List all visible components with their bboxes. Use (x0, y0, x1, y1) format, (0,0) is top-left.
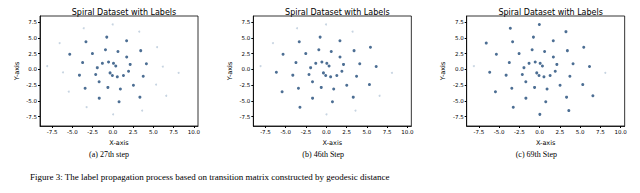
svg-text:2.5: 2.5 (28, 51, 37, 57)
svg-text:-5.0: -5.0 (67, 129, 78, 135)
svg-text:5.0: 5.0 (28, 35, 37, 41)
svg-text:2.5: 2.5 (555, 129, 564, 135)
svg-text:-2.5: -2.5 (453, 82, 464, 88)
svg-text:0.0: 0.0 (535, 129, 544, 135)
svg-text:-5.0: -5.0 (26, 98, 37, 104)
svg-text:0.0: 0.0 (109, 129, 118, 135)
svg-text:2.5: 2.5 (342, 129, 351, 135)
svg-text:0.0: 0.0 (455, 66, 464, 72)
svg-text:Y-axis: Y-axis (439, 61, 447, 81)
svg-text:10.0: 10.0 (614, 129, 627, 135)
svg-text:-2.5: -2.5 (514, 129, 525, 135)
svg-text:Spiral Dataset with Labels: Spiral Dataset with Labels (498, 8, 602, 17)
svg-text:5.0: 5.0 (455, 35, 464, 41)
svg-text:-2.5: -2.5 (26, 82, 37, 88)
svg-text:X-axis: X-axis (109, 139, 129, 147)
svg-text:-7.5: -7.5 (473, 129, 484, 135)
svg-text:-5.0: -5.0 (494, 129, 505, 135)
svg-text:Spiral Dataset with Labels: Spiral Dataset with Labels (72, 8, 176, 17)
svg-text:0.0: 0.0 (28, 66, 37, 72)
svg-text:5.0: 5.0 (242, 35, 251, 41)
svg-text:-2.5: -2.5 (301, 129, 312, 135)
svg-text:7.5: 7.5 (28, 19, 37, 25)
svg-text:7.5: 7.5 (383, 129, 392, 135)
svg-text:(a) 27th step: (a) 27th step (89, 150, 129, 159)
svg-text:-7.5: -7.5 (240, 114, 251, 120)
svg-text:Spiral Dataset with Labels: Spiral Dataset with Labels (285, 8, 389, 17)
svg-text:X-axis: X-axis (323, 139, 343, 147)
svg-text:10.0: 10.0 (401, 129, 414, 135)
svg-text:5.0: 5.0 (149, 129, 158, 135)
svg-text:2.5: 2.5 (242, 51, 251, 57)
svg-text:-7.5: -7.5 (453, 114, 464, 120)
svg-text:2.5: 2.5 (129, 129, 138, 135)
svg-text:2.5: 2.5 (455, 51, 464, 57)
svg-text:(b) 46th Step: (b) 46th Step (302, 150, 344, 159)
svg-text:Y-axis: Y-axis (13, 61, 21, 81)
svg-text:7.5: 7.5 (455, 19, 464, 25)
svg-text:-5.0: -5.0 (453, 98, 464, 104)
svg-text:7.5: 7.5 (596, 129, 605, 135)
svg-text:10.0: 10.0 (188, 129, 201, 135)
svg-text:7.5: 7.5 (169, 129, 178, 135)
svg-text:-5.0: -5.0 (280, 129, 291, 135)
svg-text:0.0: 0.0 (322, 129, 331, 135)
svg-text:(c) 69th Step: (c) 69th Step (516, 150, 557, 159)
svg-text:0.0: 0.0 (242, 66, 251, 72)
svg-text:-7.5: -7.5 (47, 129, 58, 135)
svg-text:-7.5: -7.5 (260, 129, 271, 135)
svg-text:5.0: 5.0 (576, 129, 585, 135)
svg-text:-7.5: -7.5 (26, 114, 37, 120)
svg-text:-2.5: -2.5 (87, 129, 98, 135)
svg-text:-5.0: -5.0 (240, 98, 251, 104)
svg-text:X-axis: X-axis (536, 139, 556, 147)
svg-text:-2.5: -2.5 (240, 82, 251, 88)
svg-text:5.0: 5.0 (362, 129, 371, 135)
svg-text:Figure 3: The label propagatio: Figure 3: The label propagation process … (30, 172, 390, 182)
svg-text:Y-axis: Y-axis (226, 61, 234, 81)
svg-text:7.5: 7.5 (242, 19, 251, 25)
